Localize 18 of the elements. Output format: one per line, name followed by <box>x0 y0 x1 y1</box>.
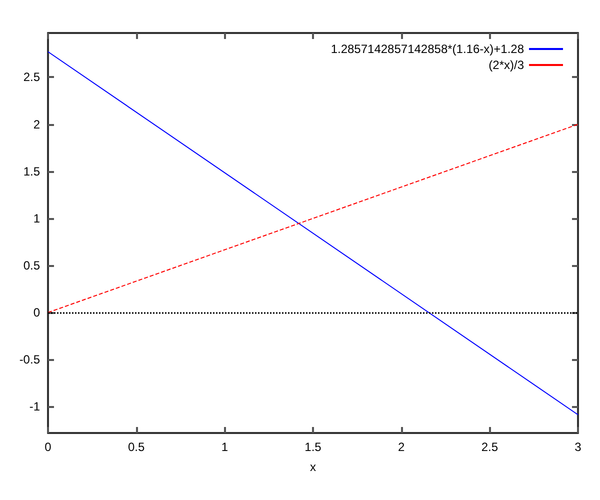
y-tick-label: 2.5 <box>23 70 40 84</box>
legend-label: (2*x)/3 <box>488 58 524 72</box>
legend-label: 1.2857142857142858*(1.16-x)+1.28 <box>330 42 524 56</box>
x-tick-label: 0.5 <box>128 440 145 454</box>
x-axis-title: x <box>310 460 316 474</box>
x-tick-label: 0 <box>44 440 52 454</box>
y-tick-label: -0.5 <box>19 352 40 367</box>
y-tick-label: 0.5 <box>23 258 40 272</box>
y-tick-label: 1 <box>33 211 40 226</box>
y-tick-label: 2 <box>33 117 40 132</box>
y-tick-label: 1.5 <box>23 164 40 178</box>
x-tick-label: 1.5 <box>304 440 322 454</box>
x-tick-label: 2 <box>398 440 405 454</box>
x-tick-label: 3 <box>574 440 582 454</box>
x-tick-label: 2.5 <box>481 440 498 454</box>
y-tick-label: -1 <box>29 400 40 414</box>
x-tick-label: 1 <box>221 440 228 454</box>
y-tick-label: 0 <box>33 306 40 320</box>
